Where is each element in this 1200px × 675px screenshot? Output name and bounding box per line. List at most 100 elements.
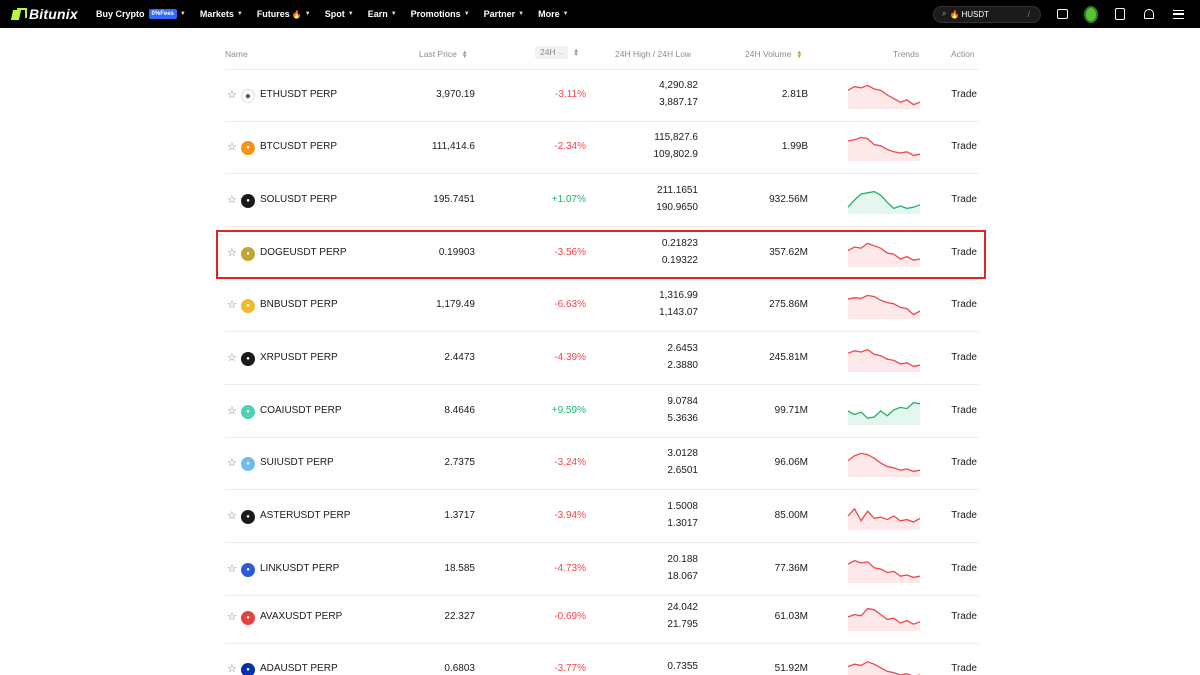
low-value: 3,887.17	[659, 97, 698, 108]
favorite-star-icon[interactable]: ☆	[227, 663, 237, 675]
high-value: 1,316.99	[659, 290, 698, 301]
low-value: 2.3880	[667, 360, 698, 371]
table-row[interactable]: ☆ ● SOLUSDT PERP 195.7451 +1.07% 211.1651 190.…	[225, 175, 979, 227]
table-row[interactable]: ☆ ● COAIUSDT PERP 8.4646 +9.59% 9.0784 5.3636 9…	[225, 386, 979, 438]
trend-sparkline	[847, 348, 921, 372]
trade-link[interactable]: Trade	[951, 89, 977, 100]
avatar-icon	[1084, 5, 1098, 23]
trade-link[interactable]: Trade	[951, 141, 977, 152]
change-percent: -3.94%	[554, 510, 586, 521]
menu-promotions[interactable]: Promotions ▼	[411, 9, 470, 19]
table-row[interactable]: ☆ ● BNBUSDT PERP 1,179.49 -6.63% 1,316.99 1,14…	[225, 280, 979, 332]
high-low: 3.0128 2.6501	[667, 445, 698, 479]
menu-buy-crypto[interactable]: Buy Crypto 0%Fees ▼	[96, 9, 186, 19]
notifications-button[interactable]	[1142, 7, 1156, 21]
menu-futures[interactable]: Futures 🔥 ▼	[257, 9, 311, 19]
volume: 357.62M	[769, 247, 808, 258]
last-price: 3,970.19	[436, 89, 475, 100]
wallet-icon	[1056, 9, 1068, 19]
high-value: 24.042	[667, 602, 698, 613]
table-row[interactable]: ☆ ● SUIUSDT PERP 2.7375 -3.24% 3.0128 2.6501 96…	[225, 438, 979, 490]
trade-link[interactable]: Trade	[951, 510, 977, 521]
table-row[interactable]: ☆ ● LINKUSDT PERP 18.585 -4.73% 20.188 18.067 7…	[225, 544, 979, 596]
trade-link[interactable]: Trade	[951, 194, 977, 205]
menu-label: Buy Crypto	[96, 9, 145, 19]
favorite-star-icon[interactable]: ☆	[227, 405, 237, 417]
symbol-link[interactable]: ADAUSDT PERP	[260, 663, 338, 674]
favorite-star-icon[interactable]: ☆	[227, 299, 237, 311]
favorite-star-icon[interactable]: ☆	[227, 89, 237, 101]
symbol-link[interactable]: BNBUSDT PERP	[260, 299, 338, 310]
table-row[interactable]: ☆ ● BTCUSDT PERP 111,414.6 -2.34% 115,827.6 10…	[225, 122, 979, 174]
favorite-star-icon[interactable]: ☆	[227, 247, 237, 259]
table-row[interactable]: ☆ ● AVAXUSDT PERP 22.327 -0.69% 24.042 21.795 6…	[225, 592, 979, 644]
trade-link[interactable]: Trade	[951, 405, 977, 416]
col-24h-change[interactable]: 24H ⌵ ▲ ▼	[535, 46, 579, 59]
favorite-star-icon[interactable]: ☆	[227, 611, 237, 623]
fire-icon: 🔥	[949, 9, 960, 19]
favorite-star-icon[interactable]: ☆	[227, 352, 237, 364]
favorite-star-icon[interactable]: ☆	[227, 510, 237, 522]
symbol-link[interactable]: COAIUSDT PERP	[260, 405, 342, 416]
period-select[interactable]: 24H ⌵	[535, 46, 569, 59]
last-price: 195.7451	[433, 194, 475, 205]
sui-icon: ●	[241, 457, 255, 471]
trade-link[interactable]: Trade	[951, 299, 977, 310]
symbol-link[interactable]: BTCUSDT PERP	[260, 141, 338, 152]
symbol-link[interactable]: SOLUSDT PERP	[260, 194, 338, 205]
favorite-star-icon[interactable]: ☆	[227, 457, 237, 469]
symbol-link[interactable]: ASTERUSDT PERP	[260, 510, 351, 521]
symbol-link[interactable]: ETHUSDT PERP	[260, 89, 338, 100]
trade-link[interactable]: Trade	[951, 563, 977, 574]
menu-spot[interactable]: Spot ▼	[325, 9, 354, 19]
col-last-price[interactable]: Last Price ▲ ▼	[419, 49, 468, 60]
symbol-link[interactable]: XRPUSDT PERP	[260, 352, 338, 363]
download-button[interactable]	[1113, 7, 1127, 21]
favorite-star-icon[interactable]: ☆	[227, 194, 237, 206]
table-row[interactable]: ☆ ◆ ETHUSDT PERP 3,970.19 -3.11% 4,290.82 3,88…	[225, 70, 979, 122]
trade-link[interactable]: Trade	[951, 247, 977, 258]
table-row[interactable]: ☆ ● ASTERUSDT PERP 1.3717 -3.94% 1.5008 1.3017…	[225, 491, 979, 543]
menu-markets[interactable]: Markets ▼	[200, 9, 243, 19]
menu-partner[interactable]: Partner ▼	[484, 9, 524, 19]
change-percent: -6.63%	[554, 299, 586, 310]
volume: 2.81B	[781, 89, 808, 100]
trend-sparkline	[847, 136, 921, 161]
favorite-star-icon[interactable]: ☆	[227, 141, 237, 153]
high-low: 211.1651 190.9650	[656, 182, 698, 216]
bitunix-logo-icon	[12, 7, 27, 21]
high-low: 20.188 18.067	[667, 551, 698, 585]
high-low: 0.21823 0.19322	[662, 235, 698, 269]
symbol-link[interactable]: AVAXUSDT PERP	[260, 611, 343, 622]
table-row[interactable]: ☆ ● DOGEUSDT PERP 0.19903 -3.56% 0.21823 0.193…	[225, 228, 979, 280]
volume: 51.92M	[774, 663, 808, 674]
search-input[interactable]: ⌕ 🔥 HUSDT /	[933, 5, 1041, 23]
high-low: 24.042 21.795	[667, 599, 698, 633]
change-percent: +9.59%	[551, 405, 586, 416]
table-row[interactable]: ☆ ● ADAUSDT PERP 0.6803 -3.77% 0.7355 51.92M Tr…	[225, 645, 979, 675]
col-volume[interactable]: 24H Volume ▲ ▼	[745, 49, 802, 60]
high-value: 2.6453	[667, 343, 698, 354]
change-percent: -3.11%	[555, 89, 586, 100]
trade-link[interactable]: Trade	[951, 352, 977, 363]
trade-link[interactable]: Trade	[951, 611, 977, 622]
symbol-link[interactable]: DOGEUSDT PERP	[260, 247, 347, 258]
hamburger-menu-button[interactable]	[1171, 7, 1185, 21]
trade-link[interactable]: Trade	[951, 457, 977, 468]
menu-label: Partner	[483, 9, 516, 19]
symbol-link[interactable]: LINKUSDT PERP	[260, 563, 340, 574]
menu-more[interactable]: More ▼	[538, 9, 568, 19]
trade-link[interactable]: Trade	[951, 663, 977, 674]
symbol-link[interactable]: SUIUSDT PERP	[260, 457, 334, 468]
volume: 99.71M	[774, 405, 808, 416]
menu-earn[interactable]: Earn ▼	[368, 9, 397, 19]
favorite-star-icon[interactable]: ☆	[227, 563, 237, 575]
wallet-button[interactable]	[1055, 7, 1069, 21]
volume: 932.56M	[769, 194, 808, 205]
bitunix-logo[interactable]: Bitunix	[12, 6, 92, 22]
user-avatar-button[interactable]	[1084, 5, 1098, 23]
avalanche-icon: ●	[241, 611, 255, 625]
col-label: 24H Volume	[745, 49, 792, 59]
table-row[interactable]: ☆ ● XRPUSDT PERP 2.4473 -4.39% 2.6453 2.3880 24…	[225, 333, 979, 385]
menu-label: More	[538, 9, 560, 19]
